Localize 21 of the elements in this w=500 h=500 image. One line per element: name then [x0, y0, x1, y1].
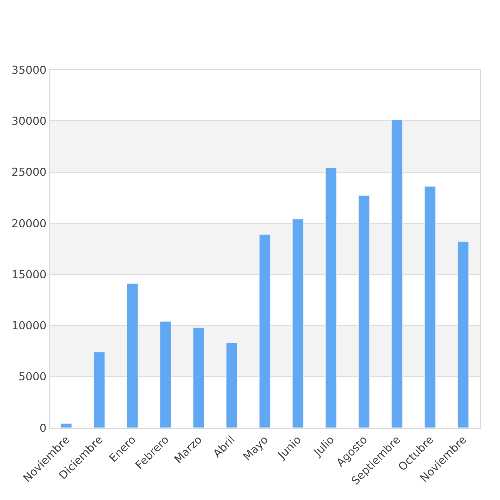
y-tick-label: 5000: [18, 370, 47, 384]
bar: [292, 219, 304, 428]
y-tick-label: 30000: [12, 114, 47, 128]
y-tick-label: 25000: [12, 166, 47, 180]
bar: [94, 352, 106, 428]
bar: [60, 424, 72, 428]
y-tick-label: 20000: [12, 217, 47, 230]
bar: [259, 234, 271, 428]
bar: [392, 120, 404, 428]
y-tick-label: 0: [40, 422, 47, 435]
bar: [126, 284, 138, 428]
bar: [458, 242, 470, 428]
y-tick-label: 10000: [12, 320, 47, 333]
bar: [358, 196, 370, 428]
bar: [160, 321, 172, 428]
bar: [325, 168, 337, 428]
y-tick-label: 35000: [12, 64, 47, 77]
bar: [226, 342, 238, 428]
y-tick-label: 15000: [12, 268, 47, 282]
bar: [424, 186, 436, 428]
bar: [193, 328, 205, 428]
